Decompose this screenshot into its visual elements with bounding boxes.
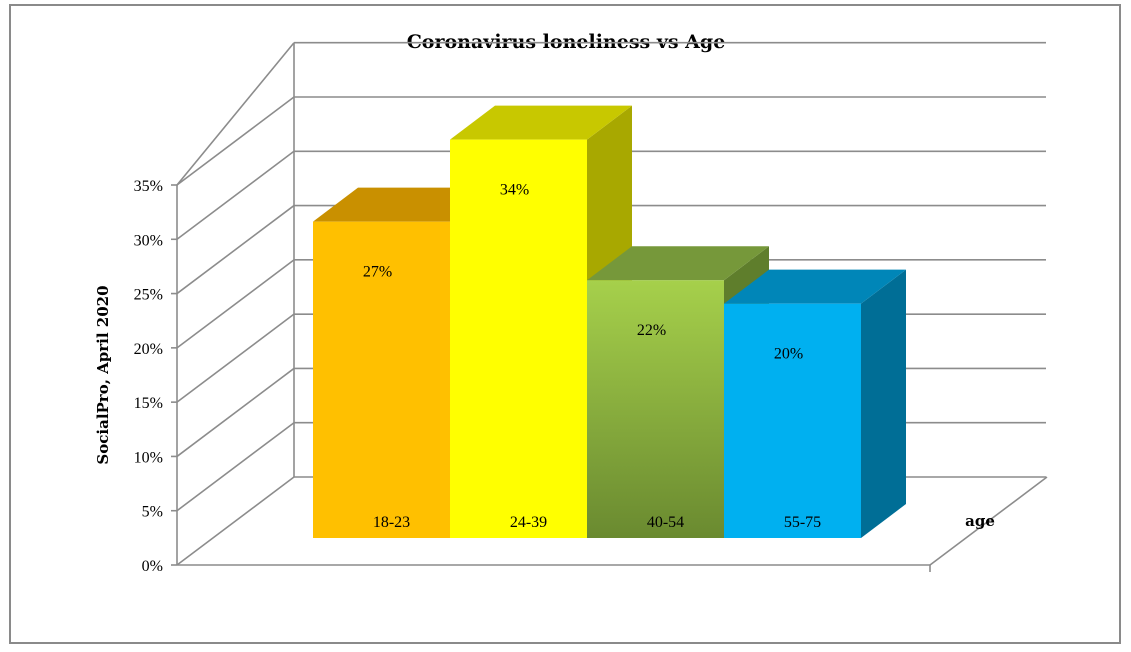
side-gridline [176,96,295,186]
bars [313,105,906,539]
data-label: 34% [500,182,529,199]
bar-top [313,187,495,222]
bar-front [450,139,587,538]
y-tick-label: 15% [134,395,163,412]
y-tick-label: 25% [134,287,163,304]
category-label: 55-75 [784,514,821,531]
side-gridline [176,259,295,349]
bar-top [724,269,906,304]
floor-right-edge [929,476,1048,566]
bar-front [313,221,450,539]
side-gridline [176,204,295,295]
y-tick-label: 10% [134,449,163,466]
axes [171,42,1048,572]
side-gridline [176,150,295,240]
data-label: 20% [774,346,803,363]
category-label: 24-39 [510,514,547,531]
x-axis-title: age [965,512,995,530]
data-label: 27% [363,264,392,281]
bar-55-75 [724,269,906,538]
y-tick-label: 20% [134,341,163,358]
side-gridline [176,42,295,186]
bar-front [587,280,724,538]
side-gridline [176,367,295,458]
category-label: 40-54 [647,514,684,531]
category-label: 18-23 [373,514,410,531]
category-labels: 18-23 24-39 40-54 55-75 [373,514,821,531]
data-label: 22% [637,322,666,339]
y-tick-labels: 0% 5% 10% 15% 20% 25% 30% 35% [134,178,163,575]
bar-top [587,246,769,281]
y-tick-label: 30% [134,232,163,249]
bar-front [724,303,861,538]
bar-top [450,105,632,140]
y-axis-title: SocialPro, April 2020 [94,285,112,464]
side-gridline [176,476,295,566]
side-gridline [176,422,295,512]
y-tick-label: 0% [142,558,163,575]
data-labels: 27% 34% 22% 20% [363,182,803,363]
y-tick-label: 35% [134,178,163,195]
side-gridline [176,313,295,403]
y-tick-label: 5% [142,504,163,521]
bar-side [861,269,906,538]
